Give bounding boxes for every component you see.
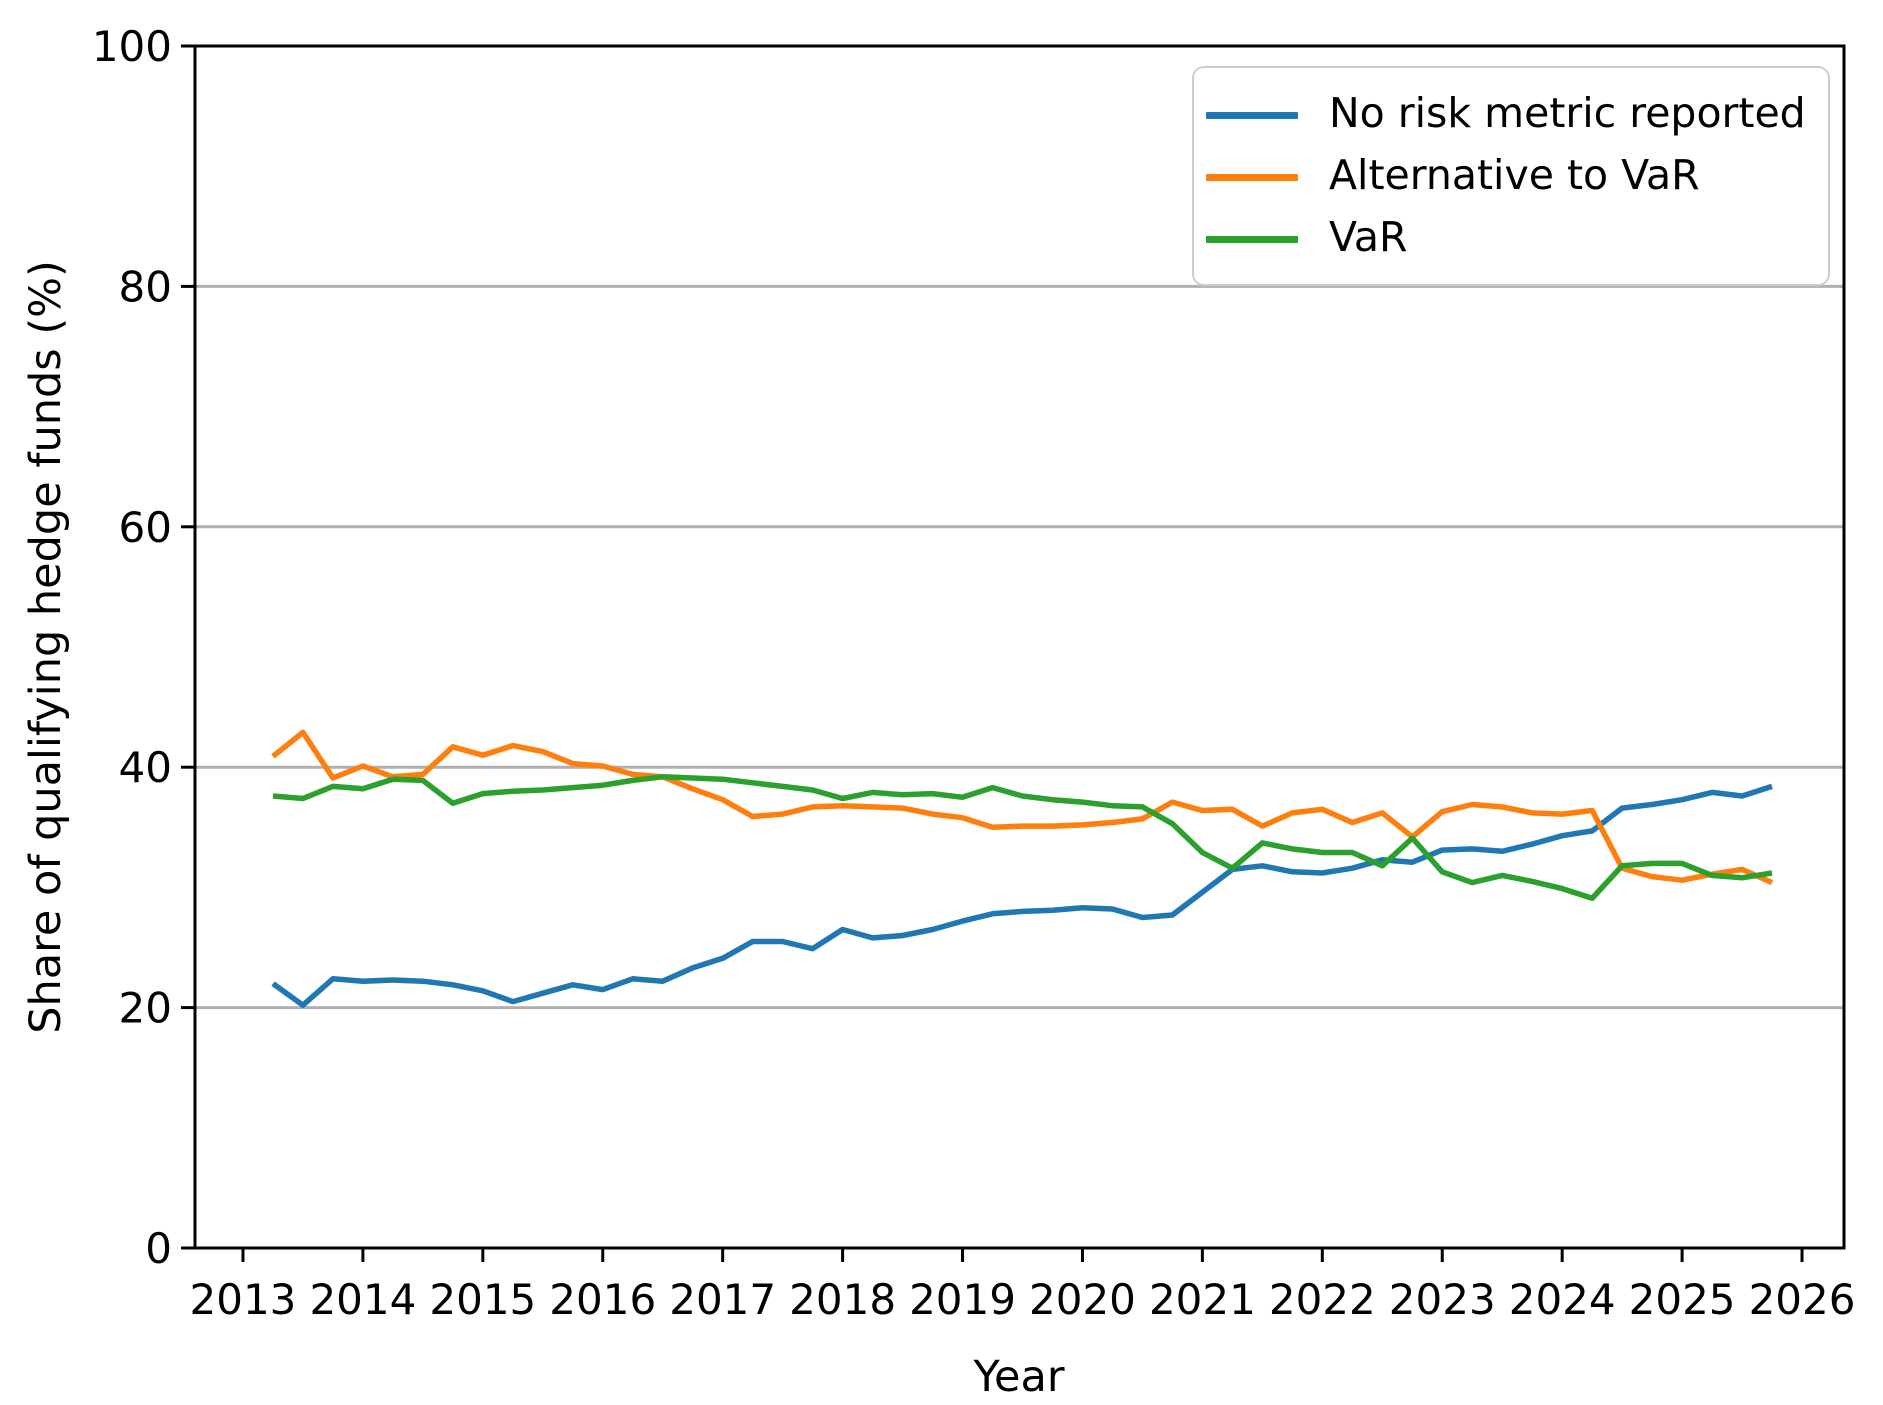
legend-label: VaR — [1329, 212, 1408, 261]
y-tick-label-80: 80 — [119, 262, 172, 311]
legend-label: No risk metric reported — [1329, 88, 1806, 137]
legend-item: VaR — [1206, 208, 1808, 270]
legend-line-sample-orange — [1206, 173, 1298, 181]
series-line-1 — [271, 729, 1774, 886]
x-tick-label-2014: 2014 — [309, 1275, 416, 1324]
x-tick-label-2023: 2023 — [1389, 1275, 1496, 1324]
axes-frame — [193, 44, 1846, 1250]
legend-item: Alternative to VaR — [1206, 146, 1808, 208]
x-tick-label-2025: 2025 — [1629, 1275, 1736, 1324]
y-tick-label-20: 20 — [119, 984, 172, 1033]
x-tick-label-2015: 2015 — [429, 1275, 536, 1324]
legend-label: Alternative to VaR — [1329, 150, 1700, 199]
y-tick-label-40: 40 — [119, 743, 172, 792]
x-tick-label-2024: 2024 — [1509, 1275, 1616, 1324]
y-tick-label-0: 0 — [145, 1224, 172, 1273]
x-tick-label-2016: 2016 — [549, 1275, 656, 1324]
x-tick-label-2018: 2018 — [789, 1275, 896, 1324]
x-tick-label-2022: 2022 — [1269, 1275, 1376, 1324]
x-axis-label: Year — [973, 1352, 1065, 1402]
x-tick-label-2017: 2017 — [669, 1275, 776, 1324]
legend-line-sample-blue — [1206, 111, 1298, 119]
x-tick-label-2020: 2020 — [1029, 1275, 1136, 1324]
x-tick-label-2019: 2019 — [909, 1275, 1016, 1324]
y-tick-label-100: 100 — [92, 22, 172, 71]
series-line-0 — [271, 783, 1773, 1008]
legend-item: No risk metric reported — [1206, 84, 1808, 146]
legend-line-sample-green — [1206, 235, 1298, 243]
x-tick-label-2021: 2021 — [1149, 1275, 1256, 1324]
series-line-2 — [272, 774, 1773, 901]
legend: No risk metric reported Alternative to V… — [1192, 66, 1830, 286]
y-axis-label: Share of qualifying hedge funds (%) — [21, 260, 71, 1034]
x-tick-label-2026: 2026 — [1749, 1275, 1856, 1324]
y-tick-label-60: 60 — [119, 503, 172, 552]
x-tick-label-2013: 2013 — [190, 1275, 297, 1324]
